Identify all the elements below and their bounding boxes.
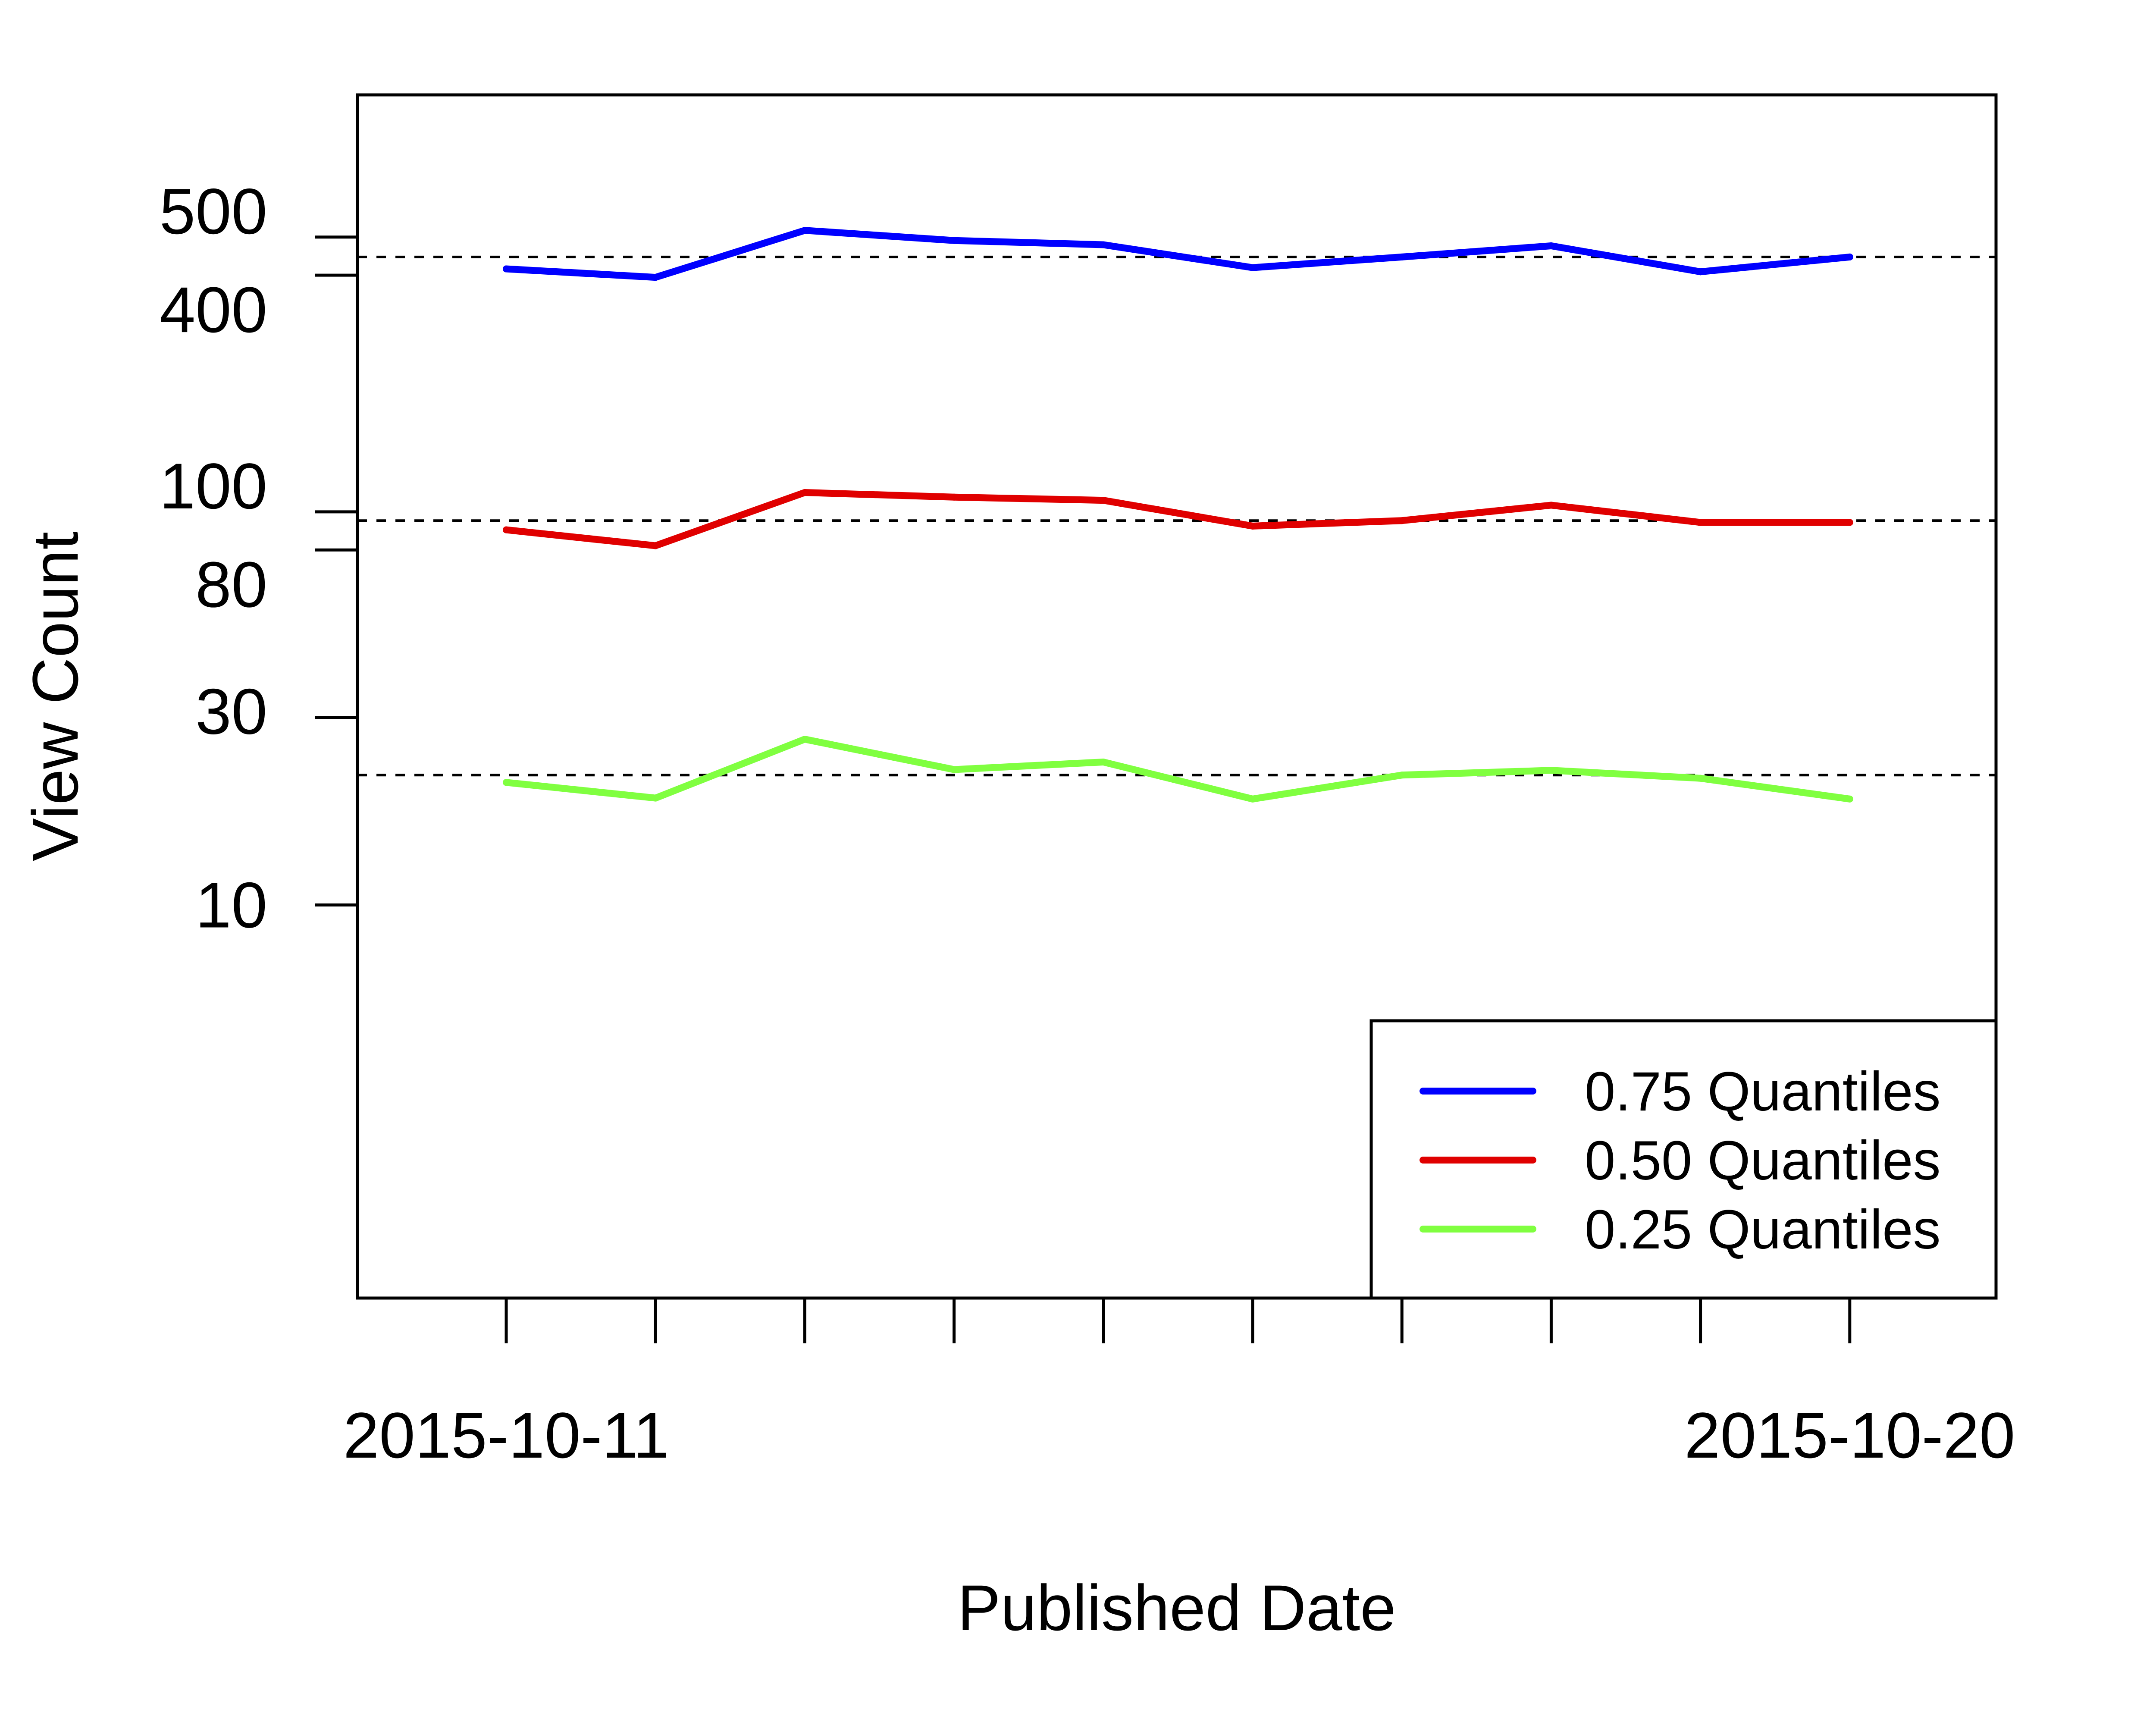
series-line-0-50-quantiles	[503, 489, 1853, 549]
data-point-0-75-quantiles-3	[801, 227, 808, 234]
legend: 0.75 Quantiles 0.50 Quantiles 0.25 Quantil…	[1369, 1019, 1998, 1300]
y-tick-label-10: 10	[195, 869, 267, 941]
data-point-0-25-quantiles-2	[652, 794, 659, 802]
data-point-0-50-quantiles-2	[652, 542, 659, 549]
y-tick-label-100: 100	[160, 450, 267, 522]
data-point-0-25-quantiles-10	[1846, 795, 1853, 803]
axes: 10 30 80 100 400 500 2015-10-11 2015-10-20	[160, 175, 2015, 1471]
data-point-0-75-quantiles-5	[1100, 241, 1107, 248]
y-axis-title: View Count	[19, 532, 91, 861]
data-point-0-75-quantiles-6	[1249, 264, 1256, 271]
series-line-0-25-quantiles	[503, 736, 1853, 803]
data-point-0-50-quantiles-6	[1249, 522, 1256, 530]
data-point-0-25-quantiles-7	[1398, 772, 1406, 779]
data-point-0-25-quantiles-1	[503, 779, 510, 786]
series-lines	[503, 227, 1853, 803]
data-point-0-75-quantiles-9	[1697, 268, 1704, 276]
data-point-0-50-quantiles-1	[503, 526, 510, 533]
data-point-0-50-quantiles-5	[1100, 497, 1107, 504]
y-tick-label-30: 30	[195, 675, 267, 748]
data-point-0-75-quantiles-4	[950, 237, 958, 244]
legend-label-0-50-quantiles: 0.50 Quantiles	[1585, 1130, 1940, 1192]
series-line-0-75-quantiles	[503, 227, 1853, 281]
y-tick-label-500: 500	[160, 175, 267, 248]
data-point-0-50-quantiles-9	[1697, 519, 1704, 526]
data-point-0-75-quantiles-7	[1398, 253, 1406, 260]
data-point-0-25-quantiles-6	[1249, 795, 1256, 803]
data-point-0-25-quantiles-3	[801, 736, 808, 743]
legend-label-0-25-quantiles: 0.25 Quantiles	[1585, 1199, 1940, 1261]
data-point-0-50-quantiles-7	[1398, 517, 1406, 524]
x-tick-label-2015-10-20: 2015-10-20	[1684, 1399, 2015, 1471]
data-point-0-75-quantiles-1	[503, 265, 510, 273]
y-tick-label-400: 400	[160, 273, 267, 346]
data-point-0-75-quantiles-10	[1846, 253, 1853, 260]
y-tick-label-80: 80	[195, 548, 267, 621]
x-axis-title: Published Date	[957, 1571, 1396, 1644]
data-point-0-50-quantiles-4	[950, 493, 958, 501]
data-point-0-25-quantiles-5	[1100, 758, 1107, 765]
data-point-0-50-quantiles-8	[1548, 502, 1555, 509]
data-point-0-50-quantiles-10	[1846, 519, 1853, 526]
data-point-0-75-quantiles-8	[1548, 242, 1555, 250]
x-tick-label-2015-10-11: 2015-10-11	[343, 1399, 669, 1471]
data-point-0-25-quantiles-4	[950, 766, 958, 773]
plot-frame	[356, 93, 1998, 1300]
data-point-0-25-quantiles-9	[1697, 775, 1704, 782]
data-point-0-75-quantiles-2	[652, 274, 659, 281]
data-point-0-25-quantiles-8	[1548, 767, 1555, 774]
legend-label-0-75-quantiles: 0.75 Quantiles	[1585, 1061, 1940, 1123]
data-point-0-50-quantiles-3	[801, 489, 808, 496]
